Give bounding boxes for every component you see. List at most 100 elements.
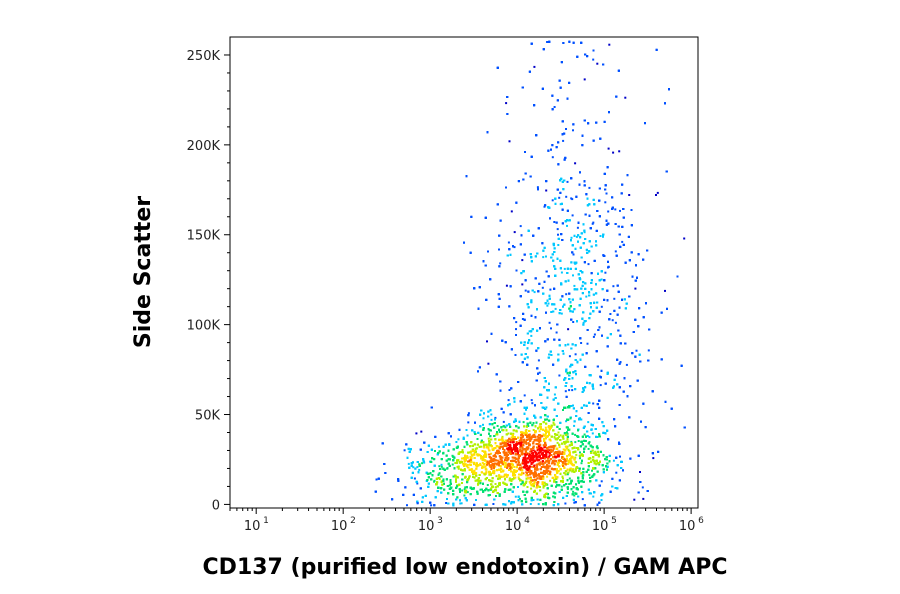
event-dot <box>571 198 574 201</box>
event-dot <box>479 488 482 491</box>
event-dot <box>625 363 628 366</box>
event-dot <box>566 445 569 448</box>
event-dot <box>614 250 617 253</box>
event-dot <box>454 462 457 464</box>
event-dot <box>554 307 557 310</box>
event-dot <box>565 459 568 462</box>
event-dot <box>612 459 615 462</box>
event-dot <box>508 140 511 143</box>
event-dot <box>482 423 484 426</box>
event-dot <box>575 453 578 456</box>
event-dot <box>604 201 607 204</box>
event-dot <box>513 231 516 234</box>
event-dot <box>522 421 525 424</box>
event-dot <box>566 488 569 490</box>
event-dot <box>558 196 561 199</box>
event-dot <box>566 224 568 227</box>
event-dot <box>564 502 567 505</box>
event-dot <box>592 335 595 338</box>
event-dot <box>593 333 596 336</box>
event-dot <box>510 478 513 481</box>
event-dot <box>467 412 470 415</box>
event-dot <box>652 457 655 460</box>
event-dot <box>574 441 577 444</box>
event-dot <box>460 502 463 505</box>
event-dot <box>519 225 522 228</box>
event-dot <box>529 460 532 463</box>
event-dot <box>557 244 560 246</box>
event-dot <box>524 289 527 292</box>
event-dot <box>683 237 686 240</box>
event-dot <box>529 503 532 505</box>
event-dot <box>581 498 584 501</box>
event-dot <box>572 321 575 323</box>
event-dot <box>455 441 458 443</box>
event-dot <box>559 203 562 206</box>
event-dot <box>533 65 536 68</box>
event-dot <box>547 425 550 427</box>
event-dot <box>612 151 615 154</box>
event-dot <box>440 465 443 468</box>
event-dot <box>437 445 440 448</box>
event-dot <box>520 445 523 448</box>
event-dot <box>572 129 574 132</box>
event-dot <box>517 476 520 479</box>
event-dot <box>510 436 513 439</box>
event-dot <box>481 461 484 464</box>
event-dot <box>580 462 583 465</box>
event-dot <box>531 402 534 405</box>
event-dot <box>553 221 556 223</box>
event-dot <box>543 205 546 208</box>
event-dot <box>416 482 419 485</box>
event-dot <box>546 418 548 421</box>
event-dot <box>510 480 513 483</box>
event-dot <box>504 426 507 429</box>
event-dot <box>560 312 563 315</box>
event-dot <box>463 488 466 491</box>
event-dot <box>549 479 552 482</box>
event-dot <box>588 473 591 476</box>
event-dot <box>418 468 421 471</box>
event-dot <box>557 233 559 236</box>
event-dot <box>553 393 556 396</box>
event-dot <box>479 479 482 482</box>
event-dot <box>619 455 621 458</box>
event-dot <box>473 463 475 466</box>
event-dot <box>613 297 616 300</box>
event-dot <box>442 478 445 481</box>
event-dot <box>536 486 538 489</box>
event-dot <box>515 328 517 331</box>
event-dot <box>571 389 574 392</box>
event-dot <box>517 486 519 488</box>
event-dot <box>563 267 566 270</box>
event-dot <box>467 421 470 424</box>
event-dot <box>542 486 545 489</box>
event-dot <box>628 194 631 196</box>
event-dot <box>579 457 581 460</box>
event-dot <box>520 483 523 486</box>
event-dot <box>438 478 441 481</box>
event-dot <box>420 430 423 433</box>
event-dot <box>585 295 588 298</box>
event-dot <box>486 340 488 343</box>
event-dot <box>608 43 611 46</box>
event-dot <box>575 235 578 238</box>
event-dot <box>570 440 573 443</box>
event-dot <box>536 186 539 189</box>
event-dot <box>466 455 469 458</box>
event-dot <box>573 501 576 504</box>
event-dot <box>550 327 552 330</box>
event-dot <box>502 420 505 423</box>
event-dot <box>600 480 603 483</box>
event-dot <box>641 486 644 489</box>
event-dot <box>459 502 462 505</box>
event-dot <box>508 479 511 482</box>
event-dot <box>589 450 592 453</box>
event-dot <box>552 461 555 464</box>
event-dot <box>529 450 532 453</box>
event-dot <box>642 497 645 500</box>
event-dot <box>518 497 521 500</box>
event-dot <box>596 445 599 448</box>
event-dot <box>592 402 595 405</box>
